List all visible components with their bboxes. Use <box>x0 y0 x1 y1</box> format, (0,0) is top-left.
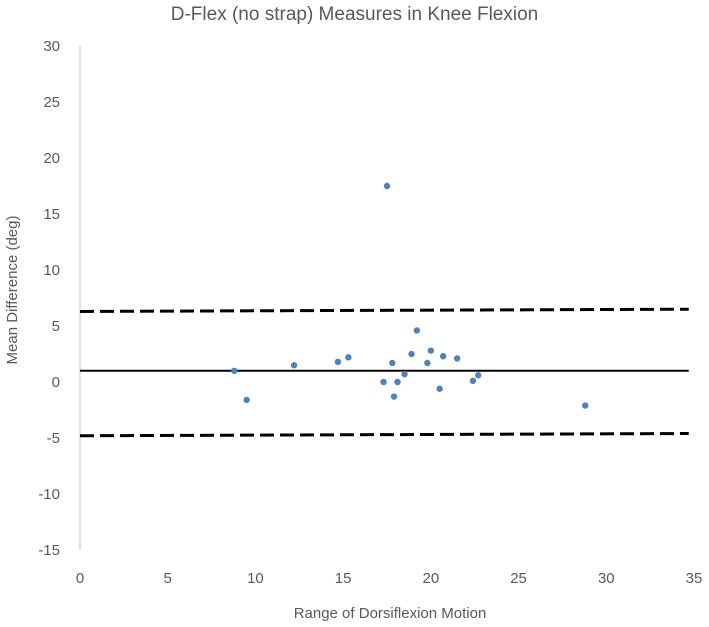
y-tick-label: 30 <box>43 38 60 55</box>
data-point <box>383 182 391 190</box>
x-axis-ticks: 0 5 10 15 20 25 30 35 <box>76 570 703 587</box>
x-tick-label: 10 <box>247 570 264 587</box>
y-tick-label: 10 <box>43 262 60 279</box>
reference-lines <box>79 307 689 438</box>
data-point <box>394 378 401 386</box>
data-point <box>231 367 238 374</box>
x-tick-label: 35 <box>686 570 703 587</box>
y-tick-label: -10 <box>38 486 60 503</box>
y-tick-label: 0 <box>52 374 60 391</box>
y-axis-ticks: -15 -10 -5 0 5 10 15 20 25 30 <box>38 38 60 559</box>
y-tick-label: 25 <box>43 94 60 111</box>
data-point <box>345 354 352 361</box>
chart-title: D-Flex (no strap) Measures in Knee Flexi… <box>170 4 539 25</box>
data-point <box>413 327 421 334</box>
x-tick-label: 15 <box>335 570 352 587</box>
y-tick-label: 20 <box>43 150 60 167</box>
data-point <box>582 402 589 409</box>
data-point <box>389 359 396 367</box>
data-point <box>436 385 443 392</box>
data-point <box>475 372 482 379</box>
data-point <box>390 393 398 400</box>
data-point <box>243 396 250 404</box>
x-tick-label: 25 <box>510 570 527 587</box>
data-point <box>290 362 298 369</box>
data-point <box>424 359 431 367</box>
x-tick-label: 0 <box>76 570 84 587</box>
y-tick-label: 15 <box>43 206 60 223</box>
y-tick-label: -15 <box>38 542 60 559</box>
data-point <box>427 347 435 354</box>
data-point <box>453 355 461 362</box>
data-point <box>334 358 342 366</box>
lower-limit-line <box>79 432 689 438</box>
x-axis-label: Range of Dorsiflexion Motion <box>294 605 487 622</box>
data-point <box>439 353 447 360</box>
data-point <box>469 377 477 385</box>
y-tick-label: -5 <box>47 430 60 447</box>
x-tick-label: 30 <box>598 570 615 587</box>
y-axis-label: Mean Difference (deg) <box>4 216 21 365</box>
data-point <box>401 370 408 378</box>
data-points <box>231 182 589 409</box>
data-point <box>408 350 415 358</box>
upper-limit-line <box>79 307 689 313</box>
x-tick-label: 5 <box>164 570 172 587</box>
y-tick-label: 5 <box>52 318 60 335</box>
x-tick-label: 20 <box>423 570 440 587</box>
data-point <box>380 378 387 386</box>
